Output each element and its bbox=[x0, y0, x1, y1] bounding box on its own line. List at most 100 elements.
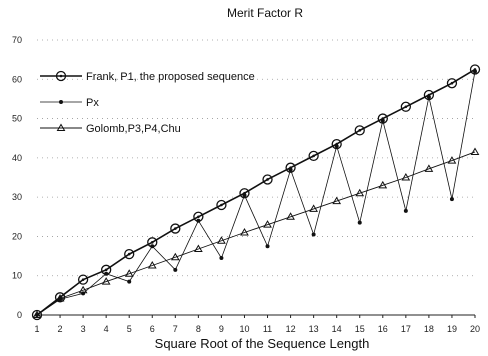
series-2-line bbox=[36, 71, 476, 316]
x-tick-label: 16 bbox=[378, 324, 388, 334]
legend: Frank, P1, the proposed sequence Px Golomb… bbox=[40, 70, 255, 135]
series-2-point bbox=[242, 193, 247, 198]
legend-entry-2: Px bbox=[40, 97, 99, 109]
series-1-point bbox=[262, 174, 273, 185]
series-2 bbox=[35, 69, 477, 317]
x-tick-label: 12 bbox=[286, 324, 296, 334]
series-3-point bbox=[263, 220, 272, 228]
series-3-point bbox=[217, 236, 226, 244]
series-1-point bbox=[377, 113, 388, 124]
series-3-line bbox=[36, 151, 476, 316]
series-2-point bbox=[127, 279, 132, 284]
series-1-point bbox=[124, 248, 135, 260]
series-3-point bbox=[424, 164, 434, 172]
chart-title: Merit Factor R bbox=[227, 6, 303, 20]
x-tick-label: 2 bbox=[58, 324, 63, 334]
series-2-point bbox=[104, 271, 109, 276]
series-3-point bbox=[332, 196, 342, 205]
series-3-point bbox=[32, 310, 42, 318]
x-tick-label: 19 bbox=[447, 324, 457, 334]
series-2-point bbox=[380, 118, 385, 123]
legend-swatch-marker bbox=[59, 100, 63, 104]
series-2-point bbox=[265, 244, 270, 249]
x-tick-label: 7 bbox=[173, 324, 178, 334]
series-2-point bbox=[334, 144, 339, 149]
series-1-point-center bbox=[81, 278, 85, 281]
series-1-point bbox=[170, 223, 181, 234]
x-tick-label: 13 bbox=[309, 324, 319, 334]
legend-swatch-marker bbox=[55, 70, 67, 82]
x-tick-label: 6 bbox=[150, 324, 155, 334]
series-1-point bbox=[400, 101, 411, 112]
x-tick-label: 17 bbox=[401, 324, 411, 334]
y-tick-label: 20 bbox=[12, 231, 22, 241]
x-tick-label: 3 bbox=[81, 324, 86, 334]
x-axis-ticks: 1 2 3 4 5 6 7 8 9 10 11 12 13 14 15 16 17 18 19 20 bbox=[34, 324, 480, 334]
series-1-point-center bbox=[174, 227, 177, 230]
series-3-point bbox=[193, 244, 203, 252]
x-tick-label: 14 bbox=[332, 324, 342, 334]
x-tick-label: 18 bbox=[424, 324, 434, 334]
legend-label: Golomb,P3,P4,Chu bbox=[86, 123, 181, 135]
series-1-point bbox=[285, 162, 296, 173]
axes bbox=[36, 314, 476, 318]
series-1-point bbox=[469, 64, 481, 75]
y-tick-label: 70 bbox=[12, 35, 22, 45]
series-1-point bbox=[239, 188, 250, 199]
series-2-point bbox=[449, 197, 454, 202]
y-tick-label: 60 bbox=[12, 74, 22, 84]
series-1-point-center bbox=[127, 252, 131, 256]
series-3-point bbox=[447, 156, 457, 164]
series-1-point bbox=[331, 138, 342, 150]
x-tick-label: 1 bbox=[34, 324, 39, 334]
y-tick-label: 10 bbox=[12, 271, 22, 281]
series-2-point bbox=[473, 69, 477, 74]
legend-label: Px bbox=[86, 97, 99, 109]
legend-swatch-marker-center bbox=[59, 74, 63, 78]
series-3-point bbox=[55, 294, 65, 302]
y-tick-label: 30 bbox=[12, 192, 22, 202]
series-2-point bbox=[196, 218, 201, 223]
series-3-point bbox=[286, 212, 295, 220]
series-3-point bbox=[170, 252, 180, 261]
series-2-point bbox=[81, 291, 86, 296]
legend-label: Frank, P1, the proposed sequence bbox=[86, 71, 255, 83]
x-tick-label: 4 bbox=[104, 324, 109, 334]
series-1-point-center bbox=[197, 215, 200, 219]
series-3-point bbox=[355, 188, 365, 197]
series-2-point bbox=[357, 220, 362, 225]
legend-entry-3: Golomb,P3,P4,Chu bbox=[40, 123, 181, 135]
series-1-point-center bbox=[220, 203, 223, 207]
series-2-point bbox=[173, 267, 178, 272]
y-axis-ticks: 0 10 20 30 40 50 60 70 bbox=[12, 35, 22, 320]
x-tick-label: 10 bbox=[239, 324, 249, 334]
series-3 bbox=[32, 147, 480, 318]
series-3-point bbox=[401, 173, 411, 181]
x-tick-label: 9 bbox=[219, 324, 224, 334]
legend-swatch-marker bbox=[56, 123, 66, 131]
series-1-point bbox=[77, 274, 89, 285]
series-1-point bbox=[423, 89, 435, 101]
series-1-point bbox=[216, 199, 227, 211]
x-tick-label: 5 bbox=[127, 324, 132, 334]
series-2-point bbox=[426, 94, 431, 99]
series-layer bbox=[31, 64, 481, 321]
series-2-point bbox=[403, 208, 408, 213]
y-tick-label: 40 bbox=[12, 153, 22, 163]
series-1-point-center bbox=[404, 105, 408, 109]
series-1-point-center bbox=[450, 81, 454, 85]
series-2-point bbox=[311, 232, 316, 237]
series-2-point bbox=[288, 167, 293, 172]
x-tick-label: 11 bbox=[263, 324, 272, 334]
series-1-point bbox=[446, 78, 458, 89]
series-1-point-center bbox=[104, 268, 108, 272]
series-3-point bbox=[147, 261, 157, 269]
series-2-point bbox=[150, 244, 155, 249]
legend-entry-1: Frank, P1, the proposed sequence bbox=[40, 70, 255, 83]
series-1-point-center bbox=[312, 154, 315, 158]
x-tick-label: 8 bbox=[196, 324, 201, 334]
series-3-point bbox=[240, 228, 249, 236]
x-axis-label: Square Root of the Sequence Length bbox=[155, 336, 370, 351]
series-3-point bbox=[78, 285, 88, 294]
